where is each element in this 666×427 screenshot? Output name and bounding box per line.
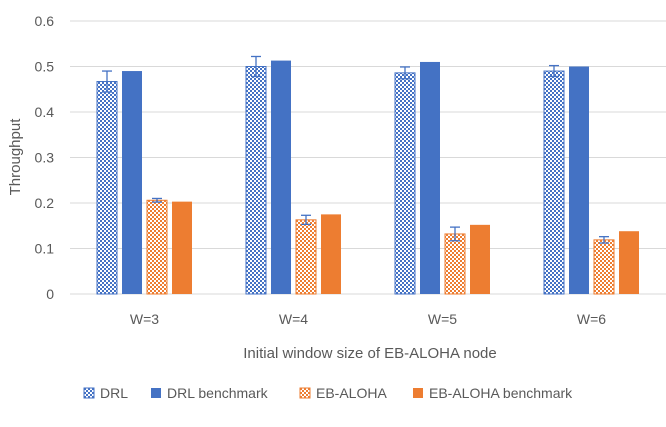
x-axis-title: Initial window size of EB-ALOHA node xyxy=(243,345,496,362)
gridlines xyxy=(70,20,666,295)
x-tick-label: W=3 xyxy=(130,311,159,327)
bar-drl-benchmark-w3 xyxy=(122,71,142,294)
x-axis: W=3 W=4 W=5 W=6 xyxy=(130,311,606,327)
bar-eb-aloha-w3 xyxy=(146,199,168,295)
y-axis: 0 0.1 0.2 0.3 0.4 0.5 0.6 xyxy=(35,13,55,302)
bar-drl-benchmark-w5 xyxy=(420,61,440,295)
bar-eb-aloha-benchmark-w3 xyxy=(172,201,192,294)
bar-drl-benchmark-w4 xyxy=(271,60,291,295)
bar-eb-aloha-w5 xyxy=(444,233,466,295)
bar-eb-aloha-benchmark-w4 xyxy=(321,214,341,294)
y-tick-label: 0.5 xyxy=(35,59,55,75)
y-tick-label: 0.3 xyxy=(35,150,55,166)
bar-eb-aloha-benchmark-w6 xyxy=(619,231,639,294)
y-axis-title: Throughput xyxy=(7,118,24,196)
bar-eb-aloha-w4 xyxy=(295,219,317,295)
legend-swatch xyxy=(151,388,161,398)
y-tick-label: 0.2 xyxy=(35,195,55,211)
legend-label: DRL benchmark xyxy=(167,385,269,401)
x-tick-label: W=4 xyxy=(279,311,308,327)
legend-label: DRL xyxy=(100,385,128,401)
x-tick-label: W=6 xyxy=(577,311,606,327)
bar-drl-w6 xyxy=(543,70,565,295)
x-tick-label: W=5 xyxy=(428,311,457,327)
bar-drl-benchmark-w6 xyxy=(569,66,589,294)
bar-eb-aloha-w6 xyxy=(593,239,615,295)
legend-label: EB-ALOHA benchmark xyxy=(429,385,573,401)
legend: DRL DRL benchmark EB-ALOHA EB-ALOHA benchma… xyxy=(83,385,573,401)
legend-swatch xyxy=(299,387,311,399)
legend-label: EB-ALOHA xyxy=(316,385,387,401)
y-tick-label: 0.1 xyxy=(35,241,55,257)
bar-drl-w3 xyxy=(96,81,118,295)
legend-swatch xyxy=(83,387,95,399)
y-tick-label: 0.4 xyxy=(35,104,55,120)
bar-drl-w5 xyxy=(394,72,416,295)
bar-drl-w4 xyxy=(245,66,267,295)
bar-eb-aloha-benchmark-w5 xyxy=(470,224,490,294)
bars xyxy=(96,55,639,295)
legend-swatch xyxy=(413,388,423,398)
y-tick-label: 0 xyxy=(46,286,54,302)
y-tick-label: 0.6 xyxy=(35,13,55,29)
